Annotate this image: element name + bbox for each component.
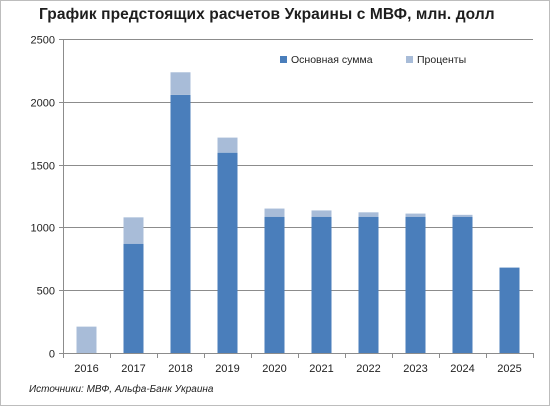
bar-principal (405, 216, 426, 353)
x-tick-label: 2022 (356, 363, 380, 375)
y-tick-label: 2000 (31, 98, 55, 110)
x-tick-label: 2024 (450, 363, 474, 375)
bar-principal (123, 243, 144, 353)
bar-principal (452, 216, 473, 353)
bar-principal (217, 152, 238, 353)
bar-interest (123, 217, 144, 244)
bar-interest (358, 212, 379, 217)
x-tick-label: 2018 (168, 363, 192, 375)
axis-layer: 0 500 1000 1500 2000 2500 2016 2017 2018 2019 2020… (31, 35, 534, 375)
x-tick-label: 2025 (497, 363, 521, 375)
legend: Основная сумма Проценты (280, 54, 466, 66)
bar-interest (452, 214, 473, 217)
bar-interest (217, 137, 238, 153)
x-tick-label: 2019 (215, 363, 239, 375)
y-tick-label: 1500 (31, 161, 55, 173)
legend-label-interest: Проценты (417, 54, 466, 66)
bar-interest (405, 213, 426, 217)
x-tick-label: 2020 (262, 363, 286, 375)
x-tick-label: 2017 (121, 363, 145, 375)
y-tick-label: 0 (49, 349, 55, 361)
bar-interest (170, 72, 191, 95)
y-tick-label: 1000 (31, 223, 55, 235)
legend-label-principal: Основная сумма (291, 54, 373, 66)
chart-title: График предстоящих расчетов Украины с МВ… (39, 6, 495, 23)
x-tick-label: 2023 (403, 363, 427, 375)
bar-interest (311, 210, 332, 217)
bar-principal (358, 216, 379, 353)
bar-interest (76, 326, 97, 353)
bar-principal (264, 216, 285, 353)
bar-interest (264, 208, 285, 217)
bar-principal (170, 94, 191, 353)
y-tick-label: 2500 (31, 35, 55, 47)
bar-layer (76, 72, 520, 353)
y-tick-label: 500 (37, 286, 55, 298)
bar-principal (311, 216, 332, 353)
source-note: Источники: МВФ, Альфа-Банк Украина (29, 384, 214, 395)
x-tick-label: 2021 (309, 363, 333, 375)
legend-swatch-principal (280, 56, 287, 63)
legend-swatch-interest (406, 56, 413, 63)
x-tick-label: 2016 (74, 363, 98, 375)
bar-principal (499, 267, 520, 353)
